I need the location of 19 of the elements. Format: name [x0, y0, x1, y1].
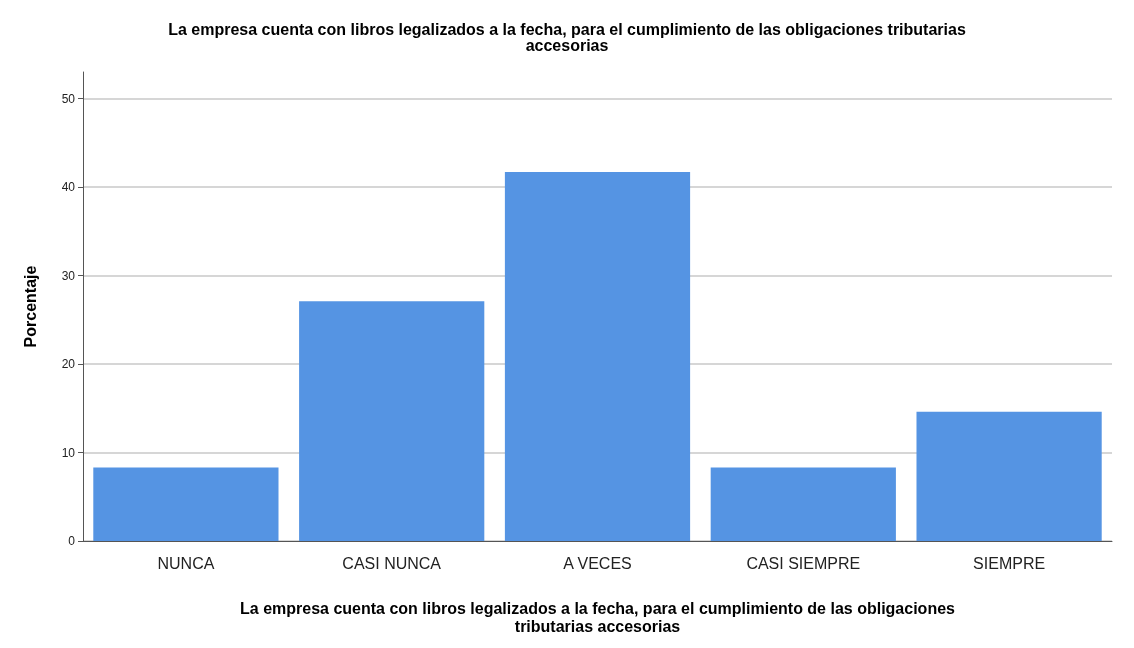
bar [710, 467, 896, 541]
y-tick-label: 0 [68, 534, 76, 548]
bar [504, 171, 691, 541]
y-tick-label: 10 [61, 445, 76, 460]
y-tick-label: 20 [61, 357, 76, 372]
x-tick-label: NUNCA [157, 554, 215, 572]
x-tick-label: CASI NUNCA [342, 554, 442, 572]
bar [916, 411, 1102, 541]
x-tick-label: CASI SIEMPRE [746, 554, 861, 572]
chart-title: La empresa cuenta con libros legalizados a la fecha, para el cumplimiento de las obligaciones tributarias accesorias [168, 20, 966, 54]
y-tick-label: 50 [61, 91, 76, 106]
y-tick-label: 40 [61, 180, 76, 195]
x-tick-label: SIEMPRE [973, 554, 1046, 572]
bar [93, 467, 279, 541]
y-axis-title: Porcentaje [21, 265, 39, 348]
bar [299, 301, 485, 541]
y-tick-label: 30 [61, 268, 76, 283]
x-tick-label: A VECES [563, 554, 632, 572]
x-axis-title: La empresa cuenta con libros legalizados a la fecha, para el cumplimiento de las obligaciones tributarias accesorias [240, 599, 956, 635]
